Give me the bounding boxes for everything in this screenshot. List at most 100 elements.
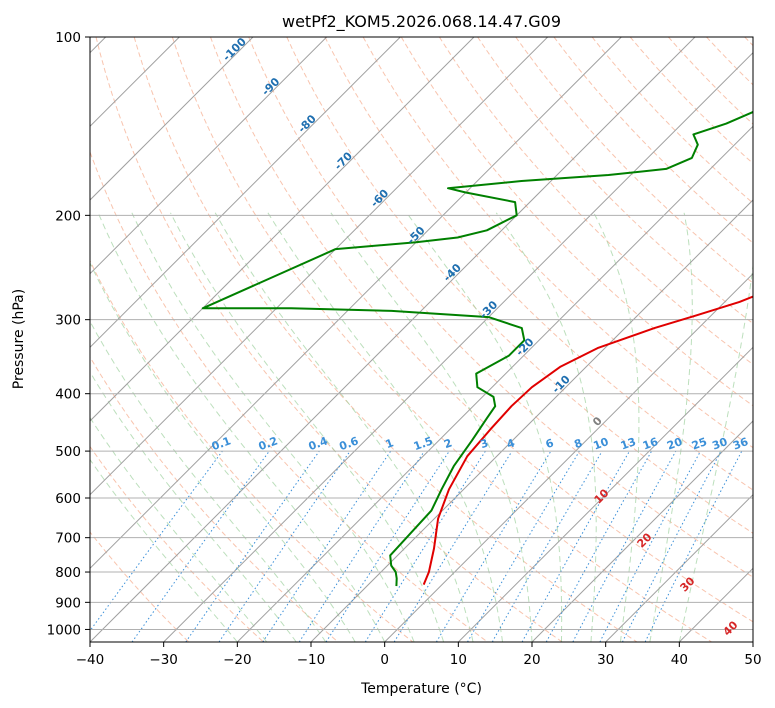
mixing-ratio-label: 0.6 <box>338 434 361 453</box>
dry-adiabat <box>90 150 488 642</box>
mixing-ratio-line <box>185 450 320 642</box>
isotherm-line <box>605 493 753 642</box>
isotherm-line <box>457 346 753 642</box>
isotherm-label: -70 <box>332 149 355 172</box>
x-tick-label: 40 <box>671 652 688 668</box>
y-tick-label: 500 <box>55 444 81 460</box>
x-axis: −40 −30 −20 −10 0 10 20 30 40 50 <box>76 642 762 668</box>
mixing-ratio-label: 10 <box>592 435 611 453</box>
mixing-ratio-label: 0.2 <box>257 434 280 453</box>
dry-adiabat <box>324 37 753 491</box>
y-tick-label: 100 <box>55 30 81 46</box>
mixing-ratio-line <box>521 450 630 642</box>
dry-adiabat <box>171 37 712 642</box>
moist-adiabat <box>90 416 268 642</box>
x-tick-label: 10 <box>450 652 467 668</box>
dry-adiabat <box>90 445 264 642</box>
isotherm-line <box>90 37 622 570</box>
pressure-gridlines <box>90 37 753 630</box>
mixing-ratio-line <box>467 450 580 642</box>
y-tick-label: 300 <box>55 313 81 329</box>
isotherm-label: -20 <box>513 335 536 358</box>
mixing-ratio-label: 1.5 <box>412 434 435 453</box>
y-tick-label: 600 <box>55 491 81 507</box>
isotherm-line <box>236 125 753 642</box>
mixing-ratio-line <box>298 450 425 642</box>
isotherm-line <box>531 420 753 642</box>
mixing-ratio-label: 4 <box>505 436 517 451</box>
mixing-ratio-label: 1 <box>384 436 396 451</box>
moist-adiabat <box>593 212 640 642</box>
dry-adiabat <box>515 37 753 284</box>
y-tick-label: 200 <box>55 208 81 224</box>
isotherm-line <box>310 199 753 642</box>
dry-adiabat <box>90 356 339 642</box>
moist-adiabat <box>90 458 238 642</box>
dry-adiabat <box>210 37 753 623</box>
mixing-ratio-label: 30 <box>710 435 729 453</box>
mixing-ratio-label: 16 <box>641 435 660 453</box>
x-tick-label: 50 <box>744 652 761 668</box>
isotherm-line <box>90 37 549 496</box>
mixing-ratio-label: 2 <box>442 436 454 451</box>
mixing-ratio-line <box>262 450 392 642</box>
background-lines <box>90 37 753 642</box>
mixing-ratio-line <box>90 450 223 632</box>
dry-adiabat <box>400 37 753 407</box>
isotherm-line <box>90 37 696 642</box>
dry-adiabat <box>90 259 414 642</box>
mixing-ratio-label: 3 <box>478 436 490 451</box>
dry-adiabat <box>95 37 563 642</box>
moist-adiabat <box>495 212 597 642</box>
moist-adiabat <box>90 371 297 642</box>
temperature-line <box>422 295 753 585</box>
mixing-ratio-line <box>218 450 351 642</box>
dry-adiabat <box>438 37 753 365</box>
x-tick-label: 0 <box>380 652 389 668</box>
moist-adiabat <box>406 212 563 642</box>
dry-adiabat <box>248 37 753 578</box>
y-tick-label: 700 <box>55 531 81 547</box>
mixing-ratio-label: 0.4 <box>307 434 330 453</box>
mixing-ratio-label: 36 <box>731 435 750 453</box>
dry-adiabat <box>668 37 753 125</box>
mixing-ratio-line <box>393 450 513 642</box>
dry-adiabat <box>553 37 753 244</box>
moist-adiabat <box>131 212 415 642</box>
dry-adiabat <box>133 37 638 642</box>
x-tick-label: −40 <box>76 652 105 668</box>
isotherm-label: 0 <box>590 414 605 429</box>
mixing-ratio-label: 0.1 <box>210 434 233 453</box>
adiabat-label: 10 <box>592 486 612 506</box>
y-tick-label: 800 <box>55 565 81 581</box>
isotherm-label: -90 <box>259 75 282 98</box>
y-axis-label: Pressure (hPa) <box>11 289 27 389</box>
y-axis: 100 200 300 400 500 600 700 800 900 1000 <box>47 30 90 638</box>
y-tick-label: 900 <box>55 595 81 611</box>
x-tick-label: −30 <box>149 652 178 668</box>
plot-frame <box>89 36 754 643</box>
isotherm-label: -80 <box>296 112 319 135</box>
mixing-ratio-line <box>131 450 270 642</box>
chart-title: wetPf2_KOM5.2026.068.14.47.G09 <box>282 12 561 32</box>
x-tick-label: 20 <box>523 652 540 668</box>
mixing-ratio-line <box>325 450 450 642</box>
mixing-ratio-line <box>572 450 677 642</box>
moist-adiabat <box>90 320 327 642</box>
moist-adiabat <box>330 212 533 642</box>
mixing-ratio-line <box>599 450 701 642</box>
moist-adiabat <box>649 212 693 642</box>
isotherm-line <box>678 567 753 642</box>
isotherm-line <box>163 51 753 642</box>
moist-adiabat <box>90 261 356 642</box>
isotherm-line <box>90 37 401 349</box>
mixing-ratio-label: 25 <box>690 435 709 452</box>
x-axis-label: Temperature (°C) <box>360 681 482 697</box>
sounding-profiles <box>201 110 753 587</box>
isotherm-line <box>90 37 475 422</box>
moist-adiabat <box>170 212 445 642</box>
mixing-ratio-line <box>644 450 743 642</box>
mixing-ratio-line <box>545 450 653 642</box>
adiabat-label: 40 <box>721 618 741 638</box>
